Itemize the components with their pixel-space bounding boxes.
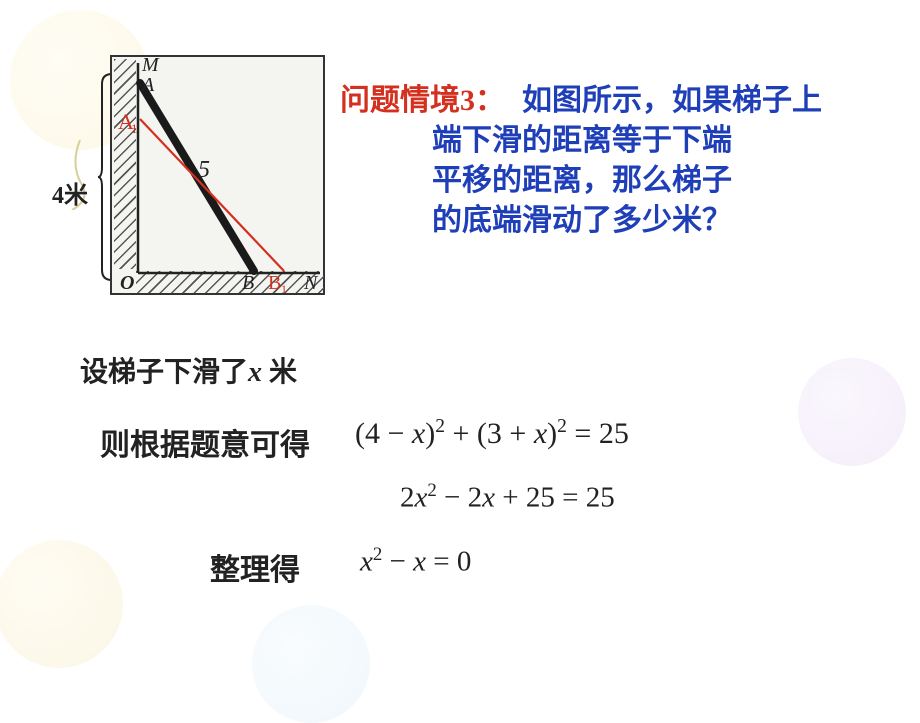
balloon-4 <box>252 605 370 723</box>
equation-2: 2x2 − 2x + 25 = 25 <box>400 480 615 515</box>
label-O: O <box>120 272 134 294</box>
label-N: N <box>303 272 319 294</box>
problem-line-1: 如图所示，如果梯子上 <box>522 75 822 119</box>
set-suffix: 米 <box>262 357 297 388</box>
set-var: x <box>248 357 262 388</box>
diagram-svg: M A A 1 5 O B B 1 N <box>112 57 327 297</box>
problem-title: 问题情境3： <box>340 75 505 119</box>
label-B: B <box>242 272 254 294</box>
balloon-2 <box>798 358 906 466</box>
problem-line-4: 的底端滑动了多少米？ <box>432 195 732 239</box>
set-prefix: 设梯子下滑了 <box>80 357 248 388</box>
ladder-diagram: M A A 1 5 O B B 1 N <box>110 55 325 295</box>
label-B1-sub: 1 <box>281 282 287 296</box>
label-A1-sub: 1 <box>131 121 138 136</box>
set-line: 设梯子下滑了x 米 <box>80 350 297 390</box>
label-4-meter: 4米 <box>52 175 88 210</box>
label-B1: B <box>268 272 281 294</box>
then-label: 则根据题意可得 <box>100 420 310 464</box>
problem-line-3: 平移的距离，那么梯子 <box>432 155 732 199</box>
equation-1: (4 − x)2 + (3 + x)2 = 25 <box>355 416 629 451</box>
label-A: A <box>140 74 155 96</box>
equation-3: x2 − x = 0 <box>360 544 471 579</box>
label-5: 5 <box>198 157 210 183</box>
problem-line-2: 端下滑的距离等于下端 <box>432 115 732 159</box>
balloon-3 <box>0 540 123 668</box>
simplify-label: 整理得 <box>210 545 300 589</box>
